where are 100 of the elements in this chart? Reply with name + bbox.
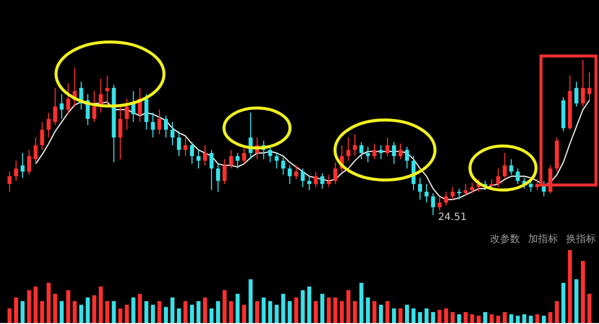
bar (274, 304, 279, 323)
bar (92, 295, 96, 323)
bar (176, 308, 181, 323)
candlestick (359, 142, 364, 160)
candlestick (144, 94, 148, 130)
bar (124, 304, 129, 323)
text: 加指标 (528, 233, 558, 245)
candlestick (405, 146, 410, 169)
bar (14, 297, 18, 323)
candlestick (294, 164, 298, 180)
bar (46, 282, 51, 323)
bar (333, 297, 338, 323)
bar (222, 290, 227, 323)
candlestick (326, 174, 331, 188)
bar (157, 301, 162, 323)
candlestick (118, 106, 122, 160)
candlestick (378, 144, 383, 160)
bar (281, 294, 286, 323)
bar (438, 310, 442, 323)
candlestick (438, 196, 442, 211)
candlestick (105, 75, 110, 107)
bar (320, 294, 324, 323)
candlestick (457, 188, 462, 200)
bar (385, 301, 390, 323)
candlestick (210, 149, 214, 191)
candlestick (66, 82, 70, 115)
bar (398, 308, 402, 323)
bar (196, 301, 201, 323)
bar (490, 314, 494, 323)
candlestick (14, 160, 18, 182)
bar (352, 301, 357, 323)
candlestick (444, 191, 448, 206)
candlestick (216, 163, 220, 192)
bar (542, 316, 546, 323)
candlestick (203, 144, 208, 166)
bar (144, 301, 148, 323)
bar (470, 314, 474, 323)
bar (548, 312, 552, 323)
candlestick (372, 143, 376, 160)
bar (294, 297, 298, 323)
candlestick (418, 177, 422, 200)
annotation: 24.51 (438, 212, 467, 223)
candlestick (8, 171, 12, 192)
bar (359, 282, 364, 323)
candlestick (222, 158, 227, 184)
bar (340, 301, 344, 323)
candlestick (496, 168, 500, 188)
candlestick (366, 146, 370, 163)
bar (502, 312, 507, 323)
candlestick (502, 152, 507, 178)
bar (535, 314, 540, 323)
bar (378, 304, 383, 323)
bar (418, 312, 422, 323)
bar (528, 316, 533, 323)
candlestick (53, 87, 58, 126)
bar (431, 312, 436, 323)
candlestick (346, 137, 350, 162)
bar (522, 314, 526, 323)
bar (307, 286, 312, 323)
bar (242, 304, 246, 323)
candlestick (580, 60, 585, 107)
bar (326, 297, 331, 323)
bar (112, 301, 116, 323)
bar (255, 301, 260, 323)
bar (372, 301, 376, 323)
candlestick (150, 112, 155, 138)
candlestick (183, 137, 188, 157)
text: 换指标 (566, 233, 596, 245)
candlestick (157, 109, 162, 135)
candlestick (92, 90, 96, 122)
candlestick (60, 94, 64, 120)
candlestick (46, 112, 51, 138)
candlestick (587, 72, 592, 101)
bar (164, 306, 168, 323)
candlestick (398, 143, 402, 160)
candlestick (274, 152, 279, 169)
candlestick (131, 90, 136, 122)
bar (288, 301, 292, 323)
candlestick (470, 182, 474, 194)
bar (216, 301, 220, 323)
bar (509, 314, 514, 323)
bar (98, 286, 103, 323)
candlestick (509, 158, 514, 176)
candlestick (392, 142, 396, 164)
bar (554, 301, 559, 323)
bar (203, 297, 208, 323)
bar (580, 260, 585, 323)
candlestick (574, 81, 578, 107)
bar (444, 308, 448, 323)
bar (150, 304, 155, 323)
candlestick (27, 149, 32, 176)
bar (405, 304, 410, 323)
candlestick (242, 146, 246, 164)
candlestick (196, 149, 201, 169)
bar (236, 294, 240, 323)
candlestick (288, 164, 292, 184)
bar (300, 290, 305, 323)
bar (568, 250, 572, 323)
candlestick (528, 180, 533, 192)
bar (8, 308, 12, 323)
